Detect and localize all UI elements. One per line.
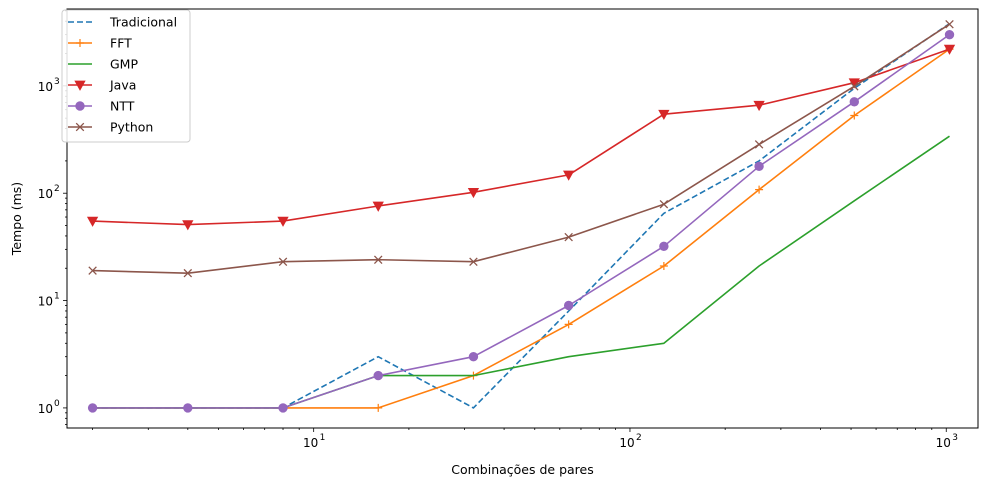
legend-item-tradicional: Tradicional — [68, 15, 177, 30]
series-tradicional — [92, 22, 950, 409]
data-point-ntt — [468, 351, 479, 362]
series-ntt — [87, 29, 955, 413]
legend-item-gmp: GMP — [68, 57, 138, 72]
legend-marker-python — [75, 122, 85, 132]
legend-marker-ntt — [75, 101, 85, 111]
series-line-python — [92, 23, 950, 275]
data-point-java — [372, 201, 384, 212]
data-point-python — [945, 19, 954, 29]
series-line-tradicional — [92, 22, 950, 409]
legend-label-tradicional: Tradicional — [109, 15, 177, 30]
data-point-python — [373, 255, 383, 265]
x-axis-label: Combinações de pares — [451, 462, 594, 477]
plot-frame — [66, 8, 979, 429]
data-point-ntt — [373, 370, 383, 381]
data-point-python — [183, 268, 193, 278]
data-point-java — [563, 170, 575, 181]
legend-marker-java — [74, 80, 86, 91]
legend-label-gmp: GMP — [110, 57, 138, 72]
data-point-fft — [564, 320, 573, 329]
y-tick-exponent: 3 — [54, 77, 60, 87]
y-tick-label: 10 — [38, 80, 53, 94]
data-point-ntt — [87, 403, 98, 413]
series-line-fft — [92, 48, 950, 409]
x-tick-exponent: 1 — [320, 433, 326, 443]
y-tick-exponent: 2 — [54, 184, 60, 194]
data-point-ntt — [849, 97, 859, 107]
legend-marker-fft — [76, 39, 84, 47]
data-point-ntt — [659, 241, 669, 252]
legend-label-ntt: NTT — [110, 99, 135, 114]
data-point-python — [659, 199, 669, 209]
data-point-fft — [850, 111, 859, 120]
x-tick-exponent: 3 — [952, 433, 958, 443]
data-point-python — [754, 140, 764, 149]
x-tick-exponent: 2 — [636, 433, 642, 443]
data-point-python — [278, 257, 288, 266]
legend-label-java: Java — [109, 78, 136, 93]
data-point-java — [182, 220, 194, 231]
legend-item-fft: FFT — [68, 36, 132, 51]
data-point-java — [277, 216, 289, 227]
series-layer — [86, 19, 956, 413]
data-point-fft — [374, 403, 383, 412]
x-tick-label: 10 — [303, 436, 318, 450]
series-java — [86, 44, 956, 231]
y-tick-exponent: 1 — [54, 292, 60, 302]
data-point-fft — [755, 185, 764, 194]
data-point-java — [467, 187, 480, 199]
data-point-python — [88, 266, 97, 275]
series-gmp — [92, 135, 950, 409]
data-point-ntt — [183, 403, 193, 413]
axes-layer: 10 1 10 2 10 310 010 110 210 3 — [38, 8, 979, 450]
legend-item-java: Java — [68, 78, 136, 93]
x-tick-label: 10 — [936, 436, 951, 450]
data-point-java — [943, 44, 956, 55]
legend: Tradicional FFT GMP Java NTT Python — [61, 9, 191, 143]
y-tick-label: 10 — [38, 295, 53, 309]
y-tick-exponent: 0 — [54, 399, 60, 409]
series-line-gmp — [92, 135, 950, 409]
series-fft — [88, 45, 954, 412]
legend-label-python: Python — [110, 120, 153, 135]
y-tick-label: 10 — [38, 187, 53, 201]
legend-item-ntt: NTT — [68, 99, 135, 114]
data-point-java — [86, 216, 99, 227]
legend-box — [61, 9, 191, 143]
data-point-ntt — [278, 403, 288, 413]
legend-label-fft: FFT — [110, 36, 132, 51]
data-point-ntt — [754, 161, 764, 172]
series-python — [88, 19, 954, 278]
data-point-ntt — [563, 300, 574, 311]
data-point-fft — [659, 261, 668, 270]
y-tick-label: 10 — [38, 402, 53, 416]
y-axis-label: Tempo (ms) — [9, 182, 24, 256]
legend-item-python: Python — [68, 120, 153, 135]
data-point-java — [753, 100, 765, 112]
series-line-ntt — [92, 33, 950, 409]
data-point-python — [850, 82, 859, 91]
data-point-python — [469, 257, 478, 266]
data-point-python — [564, 232, 573, 242]
series-line-java — [92, 48, 950, 226]
data-point-ntt — [944, 29, 955, 40]
data-point-java — [658, 109, 670, 120]
x-tick-label: 10 — [619, 436, 634, 450]
